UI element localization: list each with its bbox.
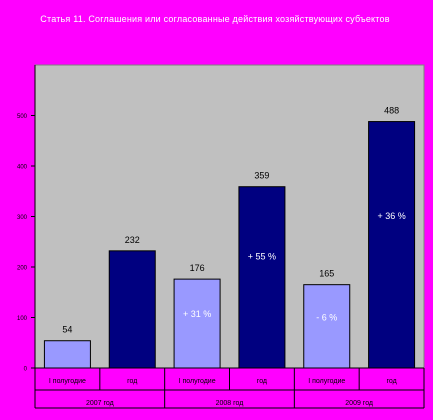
data-label: 359 <box>254 171 269 181</box>
category-label: I полугодие <box>179 378 216 385</box>
category-label: I полугодие <box>308 378 345 385</box>
y-tick-label: 200 <box>17 266 28 272</box>
bar <box>368 121 416 369</box>
group-label: 2007 год <box>86 400 114 407</box>
bar <box>108 250 156 369</box>
data-label: 488 <box>384 106 399 116</box>
group-label: 2009 год <box>345 400 373 407</box>
bar <box>43 340 91 369</box>
bar <box>303 284 351 369</box>
bar <box>173 278 221 369</box>
y-tick-label: 300 <box>17 215 28 221</box>
data-label: 54 <box>62 325 72 335</box>
category-label: год <box>127 378 137 385</box>
data-label: 232 <box>125 235 140 245</box>
y-tick-label: 400 <box>17 165 28 171</box>
bar-annotation: + 55 % <box>248 252 276 262</box>
group-label: 2008 год <box>216 400 244 407</box>
category-label: год <box>386 378 396 385</box>
bar-annotation: - 6 % <box>316 312 337 322</box>
data-label: 176 <box>190 263 205 273</box>
y-tick-label: 500 <box>17 114 28 120</box>
chart-title: Статья 11. Соглашения или согласованные … <box>40 14 390 24</box>
y-tick-label: 0 <box>24 367 28 373</box>
data-label: 165 <box>319 269 334 279</box>
category-label: I полугодие <box>49 378 86 385</box>
y-tick-label: 100 <box>17 316 28 322</box>
plot-area <box>34 64 425 369</box>
bar-annotation: + 36 % <box>377 211 405 221</box>
bar-annotation: + 31 % <box>183 309 211 319</box>
bar <box>238 186 286 369</box>
category-label: год <box>257 378 267 385</box>
